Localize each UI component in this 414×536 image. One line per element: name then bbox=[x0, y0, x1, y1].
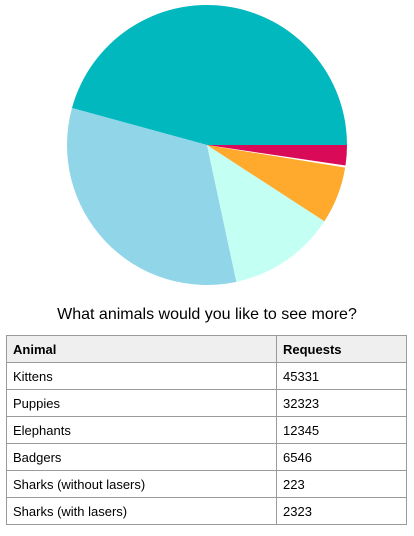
table-header-row: Animal Requests bbox=[6, 335, 407, 363]
pie-slice-elephants bbox=[207, 145, 325, 282]
animal-cell: Kittens bbox=[6, 362, 277, 390]
pie-slice-puppies bbox=[67, 108, 237, 285]
requests-cell: 6546 bbox=[276, 443, 407, 471]
requests-cell: 2323 bbox=[276, 497, 407, 525]
table-row: Elephants 12345 bbox=[6, 416, 407, 444]
animal-cell: Badgers bbox=[6, 443, 277, 471]
requests-cell: 12345 bbox=[276, 416, 407, 444]
animal-cell: Elephants bbox=[6, 416, 277, 444]
table-row: Puppies 32323 bbox=[6, 389, 407, 417]
requests-cell: 45331 bbox=[276, 362, 407, 390]
animal-cell: Puppies bbox=[6, 389, 277, 417]
table-row: Sharks (without lasers) 223 bbox=[6, 470, 407, 498]
pie-slice-kittens bbox=[71, 5, 347, 145]
table-row: Badgers 6546 bbox=[6, 443, 407, 471]
header-requests: Requests bbox=[276, 335, 407, 363]
pie-chart bbox=[67, 5, 347, 285]
table-row: Sharks (with lasers) 2323 bbox=[6, 497, 407, 525]
pie-slice-sharks-without-lasers bbox=[207, 145, 346, 168]
chart-title: What animals would you like to see more? bbox=[57, 306, 357, 323]
pie-slice-sharks-with-lasers bbox=[207, 145, 347, 166]
requests-cell: 223 bbox=[276, 470, 407, 498]
header-animal: Animal bbox=[6, 335, 277, 363]
requests-cell: 32323 bbox=[276, 389, 407, 417]
data-table: Animal Requests Kittens 45331 Puppies 32… bbox=[6, 335, 407, 525]
pie-slice-badgers bbox=[207, 145, 346, 222]
table-row: Kittens 45331 bbox=[6, 362, 407, 390]
animal-cell: Sharks (without lasers) bbox=[6, 470, 277, 498]
animal-cell: Sharks (with lasers) bbox=[6, 497, 277, 525]
